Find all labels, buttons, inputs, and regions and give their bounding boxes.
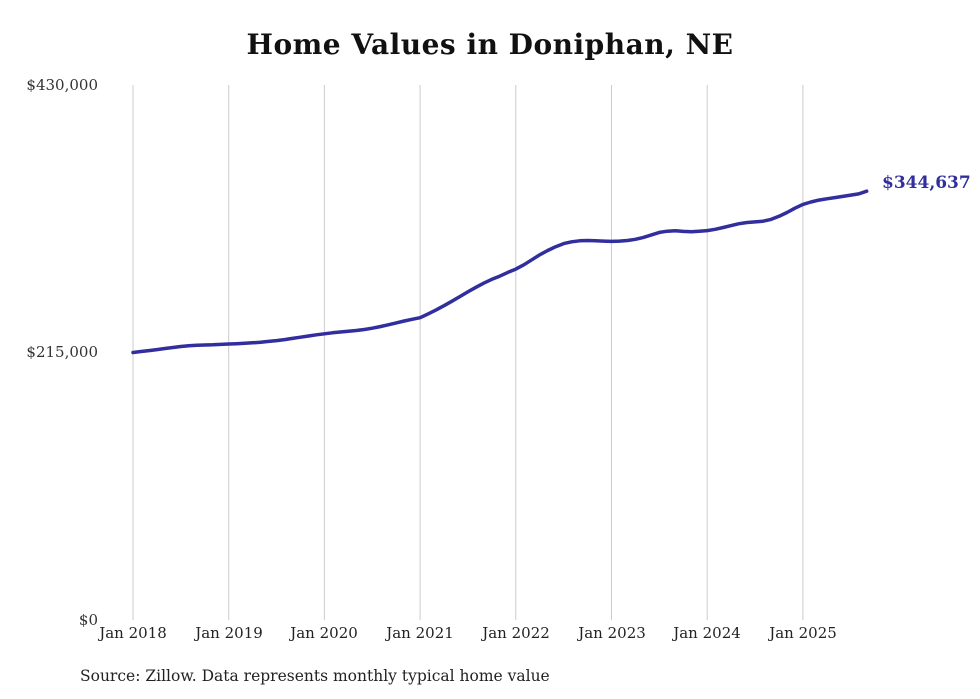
chart-title: Home Values in Doniphan, NE [246,28,734,61]
x-axis-tick-label: Jan 2020 [290,624,358,642]
y-axis-tick-label: $430,000 [26,76,98,94]
x-axis-tick-label: Jan 2025 [769,624,837,642]
x-axis-tick-label: Jan 2024 [673,624,741,642]
source-note: Source: Zillow. Data represents monthly … [80,667,550,685]
x-axis-tick-label: Jan 2019 [195,624,263,642]
x-axis-tick-label: Jan 2023 [578,624,646,642]
x-axis-tick-label: Jan 2018 [99,624,167,642]
x-axis-tick-label: Jan 2022 [482,624,550,642]
home-value-series-line [131,189,869,355]
y-axis-tick-label: $215,000 [26,343,98,361]
y-axis-tick-label: $0 [78,611,98,629]
current-value-label: $344,637 [882,173,971,193]
x-axis-tick-label: Jan 2021 [386,624,454,642]
